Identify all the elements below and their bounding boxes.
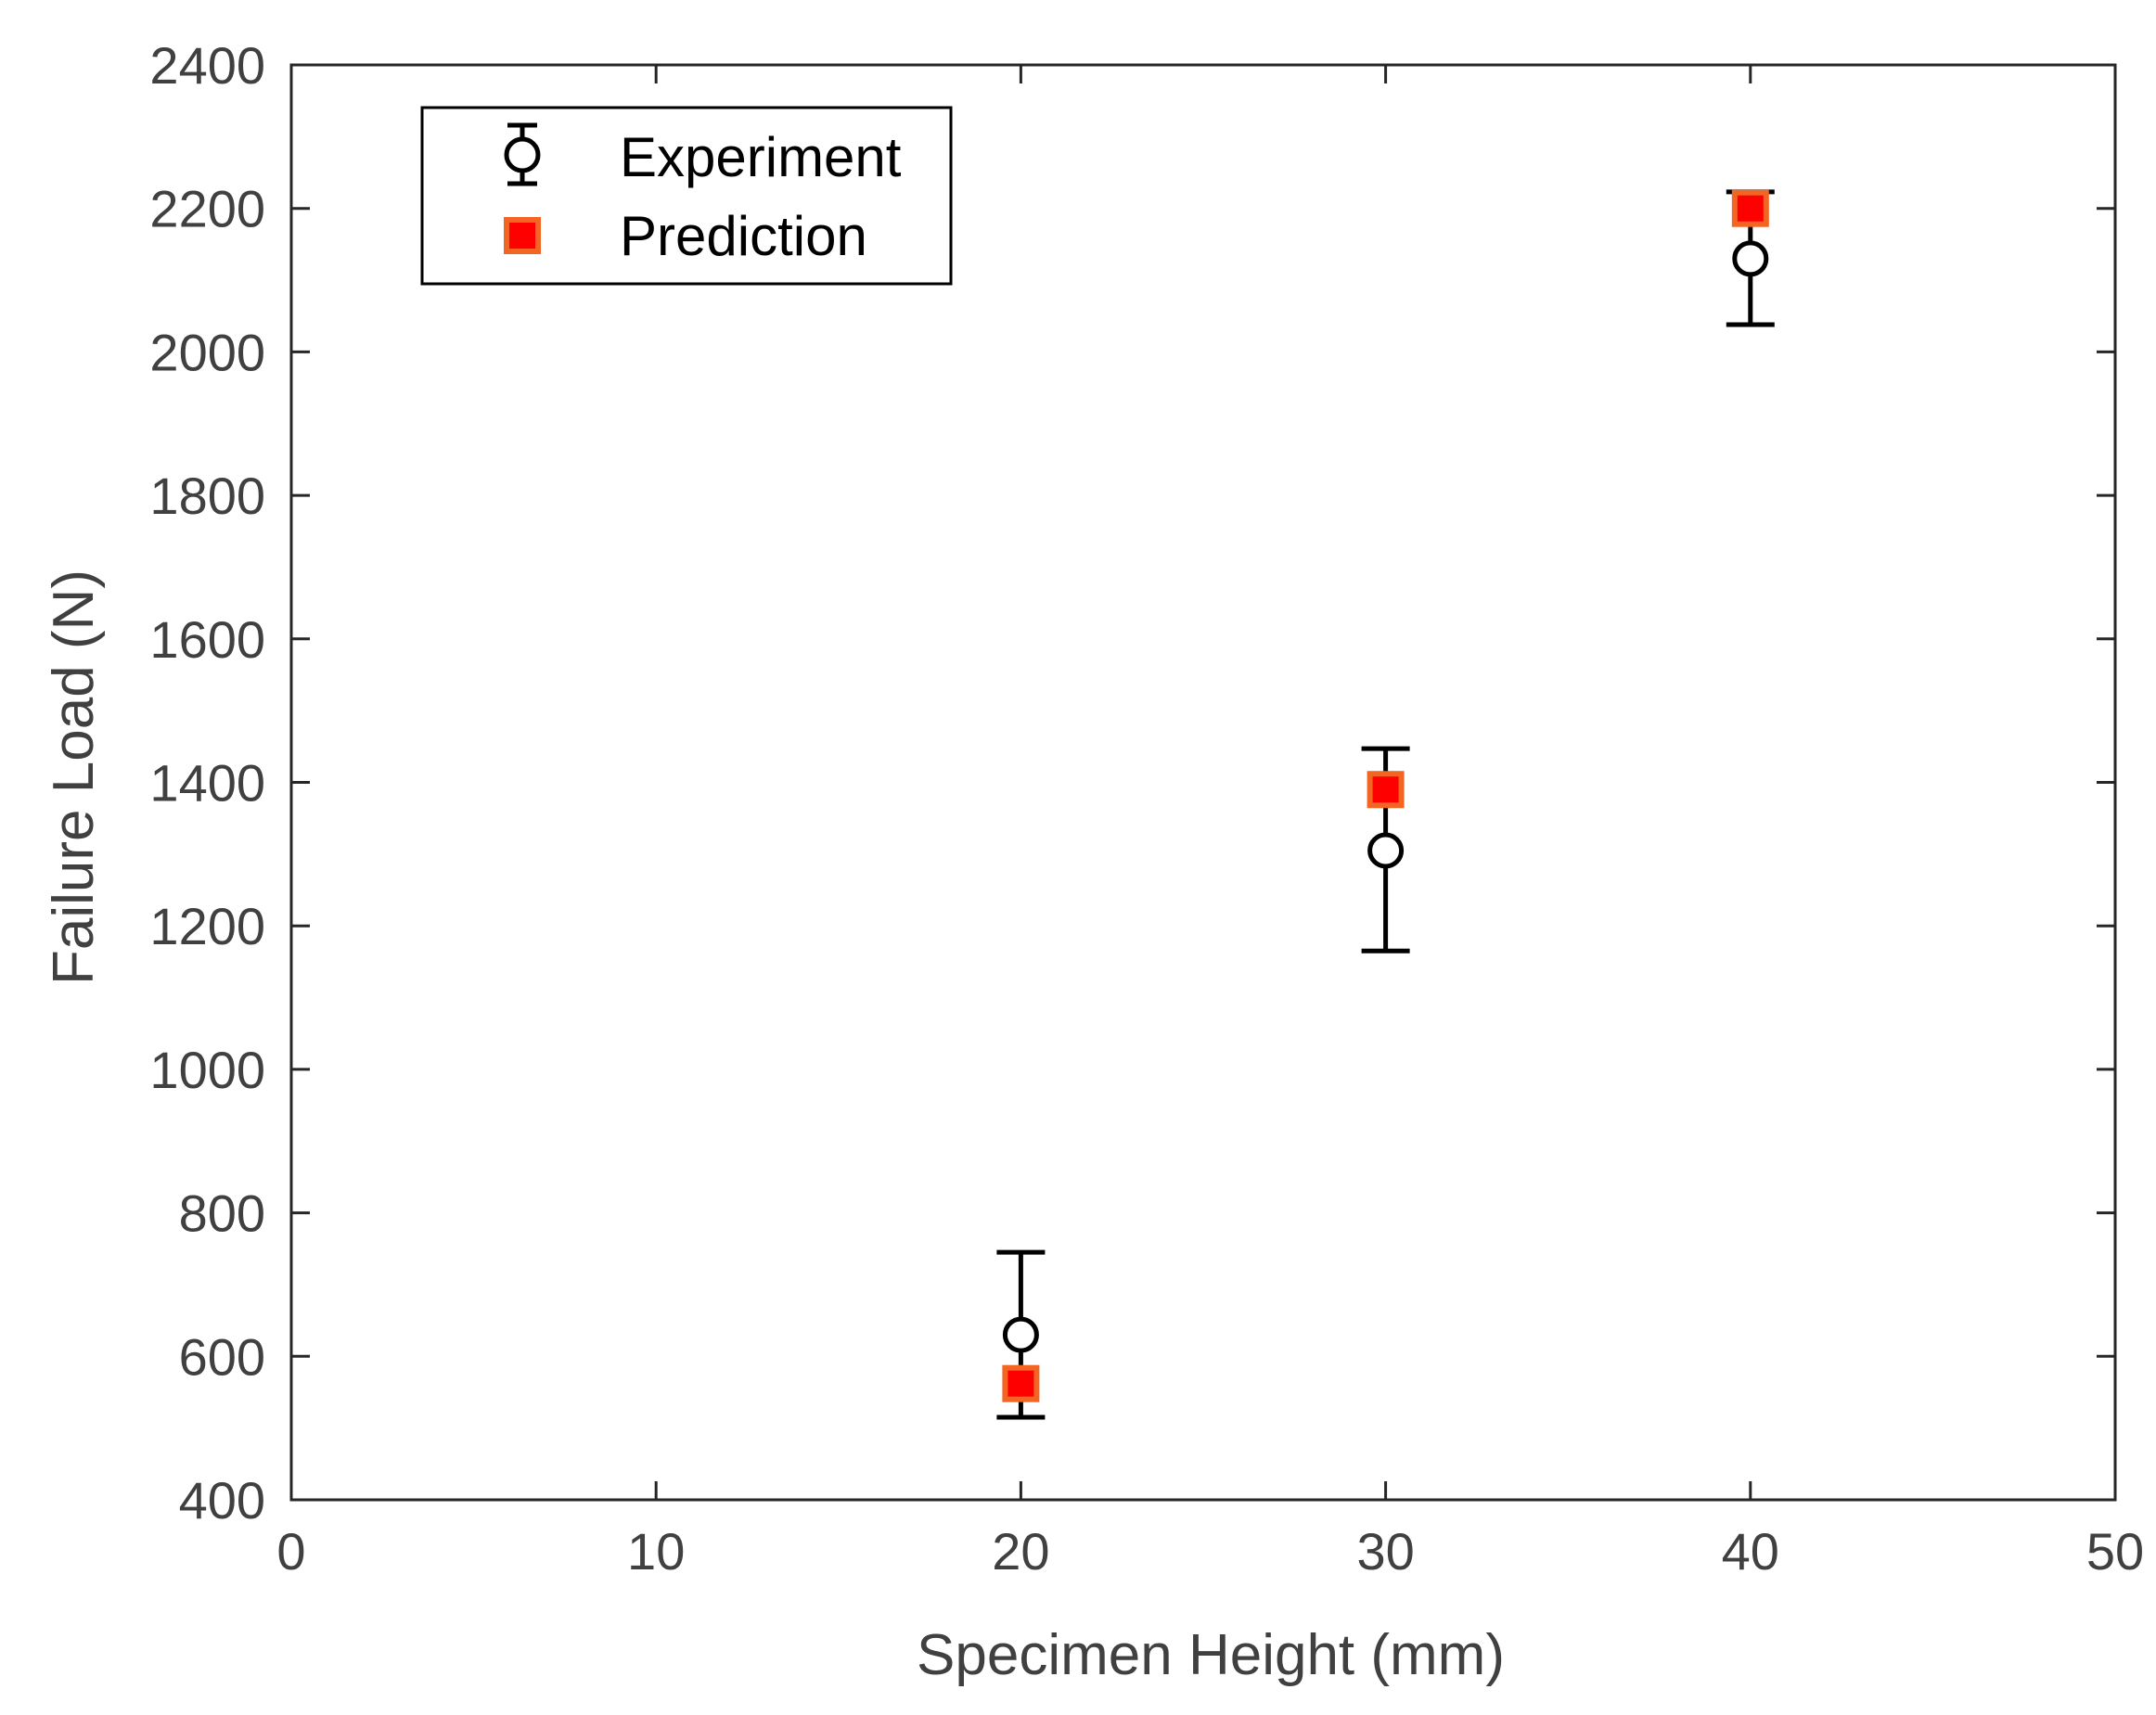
- x-tick-label: 20: [992, 1522, 1049, 1581]
- legend-experiment-marker: [504, 122, 541, 186]
- x-tick-label: 30: [1356, 1522, 1414, 1581]
- legend: Experiment Prediction: [420, 106, 953, 286]
- y-tick-label: 2200: [149, 180, 265, 238]
- y-tick-label: 1600: [149, 610, 265, 669]
- x-tick-label: 0: [276, 1522, 305, 1581]
- experiment-marker: [1732, 240, 1769, 277]
- x-axis-label: Specimen Height (mm): [917, 1623, 1505, 1687]
- legend-prediction-marker: [504, 217, 541, 254]
- y-axis-label: Failure Load (N): [42, 570, 106, 985]
- y-tick-label: 2400: [149, 36, 265, 95]
- y-tick-label: 800: [179, 1184, 265, 1243]
- experiment-marker: [1367, 832, 1405, 869]
- experiment-point: [1361, 746, 1410, 953]
- experiment-point: [996, 1249, 1046, 1420]
- y-tick-label: 1400: [149, 754, 265, 813]
- x-tick-label: 50: [2086, 1522, 2144, 1581]
- prediction-marker: [1731, 189, 1769, 227]
- y-tick-label: 1200: [149, 897, 265, 955]
- prediction-marker: [1367, 771, 1405, 809]
- legend-experiment-label: Experiment: [620, 126, 902, 188]
- y-tick-label: 2000: [149, 323, 265, 381]
- y-tick-label: 1800: [149, 467, 265, 525]
- ticks-layer: 0 10 20 30 40 50 400 600 800 1000 1200 1400 1600 1800…: [149, 36, 2144, 1581]
- y-tick-label: 600: [179, 1327, 265, 1386]
- x-tick-label: 40: [1722, 1522, 1779, 1581]
- y-tick-label: 400: [179, 1471, 265, 1529]
- legend-prediction-label: Prediction: [620, 205, 867, 267]
- x-tick-label: 10: [627, 1522, 685, 1581]
- marks-layer: [996, 189, 1775, 1420]
- y-tick-label: 1000: [149, 1041, 265, 1099]
- experiment-marker: [1002, 1316, 1039, 1353]
- legend-box: [420, 106, 953, 286]
- prediction-marker: [1002, 1364, 1040, 1402]
